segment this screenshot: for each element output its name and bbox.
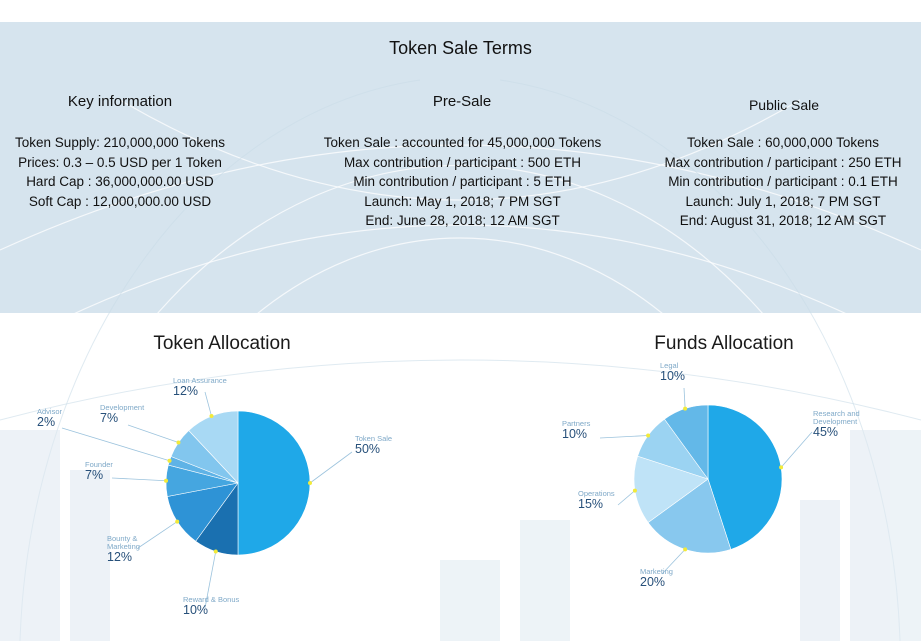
pre-sale-line: End: June 28, 2018; 12 AM SGT (365, 213, 560, 228)
leader-line-advisor (61, 427, 170, 462)
leader-dot-loan-assurance (209, 414, 214, 419)
pie-label-token-sale: Token Sale 50% (355, 434, 393, 456)
pie-label-operations: Operations 15% (578, 489, 615, 511)
public-sale-line: Max contribution / participant : 250 ETH (664, 154, 902, 170)
public-sale-line: Min contribution / participant : 0.1 ETH (668, 174, 898, 189)
key-info-line: Token Supply: 210,000,000 Tokens (15, 135, 225, 150)
pre-sale-line: Max contribution / participant : 500 ETH (343, 154, 582, 170)
leader-line-legal (683, 387, 686, 409)
pie-label-development: Development 7% (100, 403, 145, 425)
leader-dot-research-and-development (779, 465, 784, 470)
key-info-line: Prices: 0.3 – 0.5 USD per 1 Token (18, 154, 222, 170)
key-information-lines: Token Supply: 210,000,000 Tokens Prices:… (0, 133, 240, 211)
leader-dot-development (176, 440, 181, 445)
leader-line-founder (111, 477, 167, 482)
pie-slice-token-sale (237, 410, 311, 556)
leader-dot-operations (632, 488, 637, 493)
token-allocation-title: Token Allocation (153, 333, 291, 354)
leader-line-bounty-marketing (137, 521, 178, 549)
public-sale-line: Token Sale : 60,000,000 Tokens (687, 135, 879, 150)
leader-dot-token-sale (308, 481, 312, 485)
leader-line-operations (617, 490, 636, 506)
public-sale-title: Public Sale (748, 97, 820, 113)
key-info-line: Soft Cap : 12,000,000.00 USD (28, 193, 212, 209)
leader-line-marketing (661, 549, 686, 575)
pre-sale-title: Pre-Sale (432, 93, 492, 110)
leader-dot-bounty-marketing (175, 519, 180, 524)
top-band (0, 22, 921, 313)
leader-dot-partners (646, 433, 651, 438)
leader-line-loan-assurance (204, 391, 212, 417)
leader-line-development (127, 424, 179, 443)
leader-dot-founder (164, 478, 169, 483)
public-sale-lines: Token Sale : 60,000,000 Tokens Max contr… (640, 133, 921, 231)
page-title: Token Sale Terms (389, 38, 532, 58)
pre-sale-line: Min contribution / participant : 5 ETH (353, 174, 572, 189)
leader-line-research-and-development (780, 431, 813, 468)
pie-label-bounty-marketing: Bounty & Marketing 12% (107, 534, 140, 564)
pie-label-founder: Founder 7% (85, 460, 113, 482)
pie-label-advisor: Advisor 2% (37, 407, 63, 429)
funds-allocation-title: Funds Allocation (654, 333, 794, 354)
leader-dot-legal (683, 406, 688, 411)
leader-line-token-sale (309, 451, 353, 484)
leader-dot-advisor (167, 458, 172, 463)
leader-line-reward-bonus (204, 551, 217, 609)
pie-label-research-development: Research and Development 45% (813, 409, 860, 439)
leader-line-partners (599, 435, 649, 439)
public-sale-line: End: August 31, 2018; 12 AM SGT (679, 213, 887, 228)
public-sale-line: Launch: July 1, 2018; 7 PM SGT (685, 193, 881, 209)
leader-dot-marketing (683, 547, 688, 552)
pie-label-reward-bonus: Reward & Bonus 10% (183, 595, 240, 617)
pre-sale-line: Launch: May 1, 2018; 7 PM SGT (364, 193, 561, 209)
pie-label-partners: Partners 10% (562, 419, 591, 441)
pie-label-marketing: Marketing 20% (640, 567, 673, 589)
leader-dot-reward-bonus (213, 549, 218, 554)
key-info-line: Hard Cap : 36,000,000.00 USD (26, 174, 214, 189)
key-information-title: Key information (67, 93, 173, 110)
pie-label-loan-assurance: Loan Assurance 12% (173, 376, 227, 398)
pre-sale-lines: Token Sale : accounted for 45,000,000 To… (300, 133, 625, 231)
pie-label-legal: Legal 10% (660, 361, 686, 383)
pre-sale-line: Token Sale : accounted for 45,000,000 To… (323, 135, 602, 150)
